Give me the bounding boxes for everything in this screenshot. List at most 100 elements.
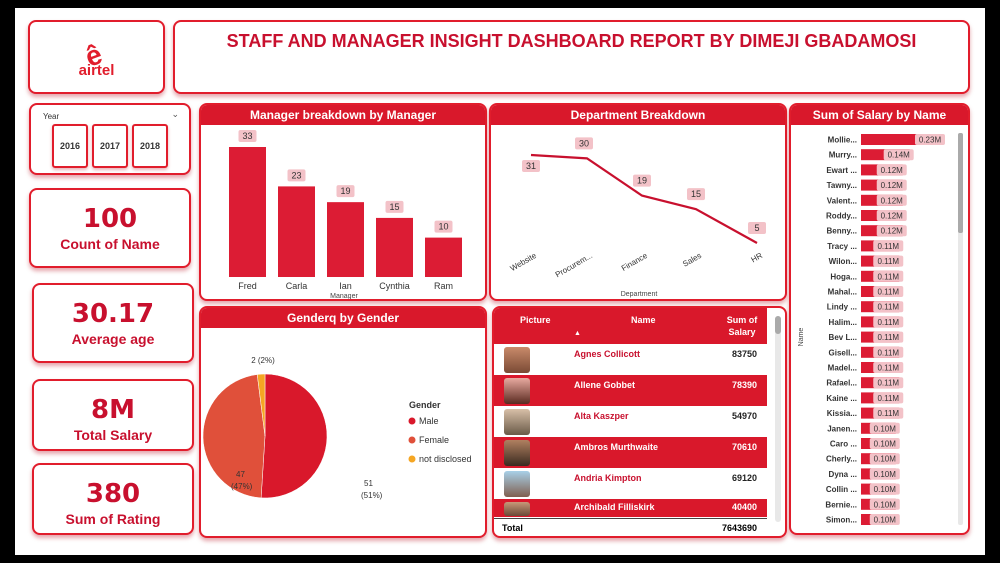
kpi-rating-value: 380 (85, 479, 141, 509)
data-label-bg (575, 137, 593, 150)
legend-marker-female (408, 436, 416, 444)
slice-pct-female: (47%) (231, 482, 253, 491)
gender-panel: Genderq by Gender 51 (51%) 47 (47%) 2 (2%) Ge… (199, 306, 487, 538)
row-salary: 78390 (731, 380, 757, 390)
data-label-bg (873, 377, 904, 389)
table-header: Picture ▲ Name Sum of Salary (494, 308, 767, 344)
kpi-count-value: 100 (82, 204, 138, 234)
kpi-salary-value: 8M (91, 395, 135, 425)
y-tick-label: Ewart ... (826, 166, 857, 175)
kpi-salary-card: 8M Total Salary (32, 379, 194, 451)
department-line-chart: 31 Website 30 Procurem... 19 Finance 15 Sales 5 H… (509, 137, 766, 298)
year-button-2016[interactable]: 2016 (52, 124, 88, 168)
department-line (530, 153, 758, 244)
chevron-down-icon[interactable]: ⌄ (171, 109, 179, 119)
data-label-bg (873, 346, 904, 358)
data-label-bg (522, 160, 540, 172)
data-label: 5 (754, 223, 759, 233)
data-label-bg (873, 240, 904, 252)
y-tick-label: Dyna ... (829, 470, 857, 479)
manager-bar-chart: 33 Fred 23 Carla 19 Ian 15 Cynthia 10 Ram Manager (229, 130, 462, 299)
table-row[interactable]: Alta Kaszper 54970 (494, 406, 767, 437)
data-label: 0.10M (874, 424, 897, 433)
table-row[interactable]: Archibald Filliskirk 40400 (494, 499, 767, 517)
year-slicer-label: Year (43, 112, 60, 121)
department-panel-title: Department Breakdown (491, 105, 785, 125)
y-tick-label: Simon... (826, 516, 857, 525)
table-row[interactable]: Ambros Murthwaite 70610 (494, 437, 767, 468)
column-header-salary[interactable]: Sum of Salary (726, 315, 758, 337)
data-label-bg (876, 164, 907, 176)
page-title: STAFF AND MANAGER INSIGHT DASHBOARD REPO… (226, 31, 917, 51)
y-tick-label: Benny... (826, 227, 857, 236)
y-tick-label: Madel... (828, 364, 857, 373)
data-label: 0.11M (877, 272, 899, 281)
y-tick-label: Kissia... (827, 409, 857, 418)
legend-marker-not-disclosed (408, 455, 416, 463)
data-label: 0.14M (888, 151, 911, 160)
data-label-bg (873, 331, 904, 343)
scrollbar-thumb[interactable] (775, 316, 781, 334)
table-scrollbar[interactable] (775, 316, 781, 522)
data-label: 0.12M (881, 166, 904, 175)
year-button-2017[interactable]: 2017 (92, 124, 128, 168)
y-axis-label: Name (798, 328, 805, 347)
kpi-count-card: 100 Count of Name (29, 188, 191, 268)
gender-pie-chart: 51 (51%) 47 (47%) 2 (2%) Gender Male Female not … (202, 356, 472, 500)
data-label-bg (873, 362, 904, 373)
legend-label-not-disclosed: not disclosed (419, 454, 472, 464)
data-label: 0.11M (877, 318, 899, 327)
data-label: 0.11M (877, 288, 899, 297)
data-label: 0.11M (877, 379, 899, 388)
pie-slice-female (202, 374, 266, 499)
slice-label-male: 51 (364, 479, 373, 488)
x-tick-label: Sales (681, 251, 703, 269)
data-label: 0.12M (881, 212, 904, 221)
manager-panel: Manager breakdown by Manager 33 Fred 23 Car… (199, 103, 487, 301)
y-tick-label: Murry... (829, 151, 857, 160)
data-label: 0.10M (874, 455, 897, 464)
data-label-bg (873, 286, 904, 297)
y-tick-label: Kaine ... (826, 394, 857, 403)
kpi-age-card: 30.17 Average age (32, 283, 194, 363)
x-tick-label: Finance (620, 251, 650, 273)
kpi-age-value: 30.17 (71, 299, 155, 329)
data-label-bg (385, 200, 404, 213)
kpi-salary-label: Total Salary (73, 427, 153, 443)
data-label-bg (238, 130, 257, 142)
table-row[interactable]: Allene Gobbet 78390 (494, 375, 767, 406)
avatar (504, 409, 530, 435)
data-label-bg (876, 179, 907, 191)
y-tick-label: Tawny... (827, 181, 857, 190)
data-label-bg (873, 316, 904, 328)
data-label-bg (883, 149, 914, 161)
row-name: Agnes Collicott (574, 349, 641, 359)
data-label-bg (869, 438, 900, 449)
dashboard-canvas: ê airtel STAFF AND MANAGER INSIGHT DASHB… (15, 8, 985, 555)
data-label-bg (876, 225, 907, 237)
row-salary: 54970 (731, 411, 757, 421)
title-card: STAFF AND MANAGER INSIGHT DASHBOARD REPO… (173, 20, 970, 94)
avatar (504, 347, 530, 373)
row-name: Alta Kaszper (574, 411, 629, 421)
column-header-picture[interactable]: Picture (520, 315, 551, 325)
bar-carla (278, 186, 315, 277)
row-name: Ambros Murthwaite (574, 442, 659, 452)
year-slicer: Year ⌄ 2016 2017 2018 (29, 103, 191, 175)
sort-arrow-icon[interactable]: ▲ (574, 330, 581, 337)
y-tick-label: Mollie... (828, 136, 857, 145)
table-row[interactable]: Agnes Collicott 83750 (494, 344, 767, 375)
y-tick-label: Valent... (827, 196, 857, 205)
y-tick-label: Lindy ... (827, 303, 857, 312)
slice-label-not-disclosed: 2 (2%) (251, 356, 275, 365)
data-label-bg (873, 301, 904, 313)
y-tick-label: Bernie... (825, 500, 857, 509)
gender-panel-title: Genderq by Gender (201, 308, 485, 328)
table-row[interactable]: Andria Kimpton 69120 (494, 468, 767, 499)
column-header-name[interactable]: Name (631, 315, 656, 325)
data-label-bg (873, 270, 904, 282)
data-label: 33 (242, 131, 252, 141)
y-tick-label: Roddy... (826, 212, 857, 221)
avatar (504, 378, 530, 404)
year-button-2018[interactable]: 2018 (132, 124, 168, 168)
